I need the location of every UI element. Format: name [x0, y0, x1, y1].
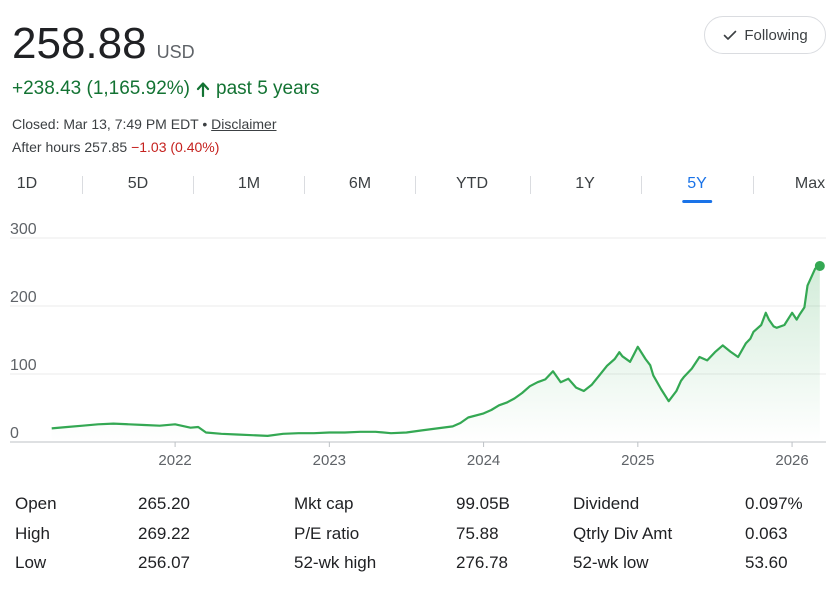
change-period: past 5 years	[216, 78, 320, 99]
y-tick-label: 100	[10, 357, 37, 374]
stat-value: 256.07	[138, 553, 190, 572]
stat-value: 75.88	[456, 523, 499, 543]
tab-separator	[304, 176, 305, 194]
after-hours-price: After hours 257.85	[12, 139, 128, 155]
tab-ytd[interactable]: YTD	[456, 175, 488, 192]
stat-value: 276.78	[456, 553, 508, 572]
stat-label: Dividend	[573, 494, 640, 513]
stat-label: High	[15, 523, 50, 543]
tab-separator	[193, 176, 194, 194]
stat-value: 269.22	[138, 523, 190, 543]
stat-label: 52-wk high	[294, 553, 377, 572]
stats-row: Low 256.07 52-wk high 276.78 52-wk low 53.60	[0, 553, 840, 577]
price-change-row: +238.43 (1,165.92%) past 5 years	[12, 78, 320, 100]
closed-status: Closed: Mar 13, 7:49 PM EDT • Disclaimer	[12, 116, 277, 132]
current-price: 258.88	[12, 19, 147, 68]
following-label: Following	[744, 26, 808, 44]
stat-label: Open	[15, 494, 57, 513]
x-tick-label: 2025	[621, 452, 654, 469]
stat-label: 52-wk low	[573, 553, 649, 572]
tab-1y[interactable]: 1Y	[575, 175, 595, 192]
x-tick-label: 2026	[775, 452, 808, 469]
y-tick-label: 0	[10, 425, 19, 442]
x-tick-label: 2023	[313, 452, 346, 469]
after-hours-status: After hours 257.85 −1.03 (0.40%)	[12, 139, 219, 155]
y-tick-label: 300	[10, 222, 37, 238]
tab-5d[interactable]: 5D	[127, 175, 149, 192]
stat-value: 0.063	[745, 523, 788, 543]
stat-value: 0.097%	[745, 494, 803, 513]
tab-separator	[82, 176, 83, 194]
y-tick-label: 200	[10, 289, 37, 306]
stats-row: Open 265.20 Mkt cap 99.05B Dividend 0.097%	[0, 494, 840, 518]
stat-label: Qtrly Div Amt	[573, 523, 673, 543]
tab-1m[interactable]: 1M	[237, 175, 261, 192]
stat-value: 265.20	[138, 494, 190, 513]
last-price-dot	[814, 260, 825, 271]
stat-value: 99.05B	[456, 494, 510, 513]
tab-5y[interactable]: 5Y	[687, 168, 707, 202]
price-chart: 0 100 200 300 2022 2023 2024 2025 2026	[10, 222, 826, 469]
currency-label: USD	[156, 42, 195, 62]
stat-label: Low	[15, 553, 47, 572]
tab-max[interactable]: Max	[794, 175, 826, 192]
stats-row: High 269.22 P/E ratio 75.88 Qtrly Div Amt 0.0…	[0, 524, 840, 548]
tab-separator	[641, 176, 642, 194]
tab-1d[interactable]: 1D	[16, 175, 38, 192]
stat-label: Mkt cap	[294, 494, 354, 513]
disclaimer-link[interactable]: Disclaimer	[211, 116, 277, 132]
after-hours-change: −1.03 (0.40%)	[131, 139, 220, 155]
price-header: 258.88 USD	[12, 18, 195, 70]
x-tick-label: 2022	[158, 452, 191, 469]
tab-separator	[753, 176, 754, 194]
arrow-up-icon	[196, 82, 210, 97]
following-button[interactable]: Following	[704, 16, 826, 54]
closed-text: Closed: Mar 13, 7:49 PM EDT •	[12, 116, 208, 132]
check-icon	[724, 30, 737, 40]
tab-separator	[530, 176, 531, 194]
price-line	[51, 265, 821, 437]
stat-label: P/E ratio	[294, 523, 360, 543]
stat-value: 53.60	[745, 553, 788, 572]
price-area-fill	[51, 266, 820, 442]
range-tabs: 1D 5D 1M 6M YTD 1Y 5Y Max	[0, 168, 840, 204]
tab-6m[interactable]: 6M	[348, 175, 372, 192]
x-tick-label: 2024	[467, 452, 500, 469]
tab-separator	[415, 176, 416, 194]
price-change: +238.43 (1,165.92%)	[12, 78, 190, 99]
